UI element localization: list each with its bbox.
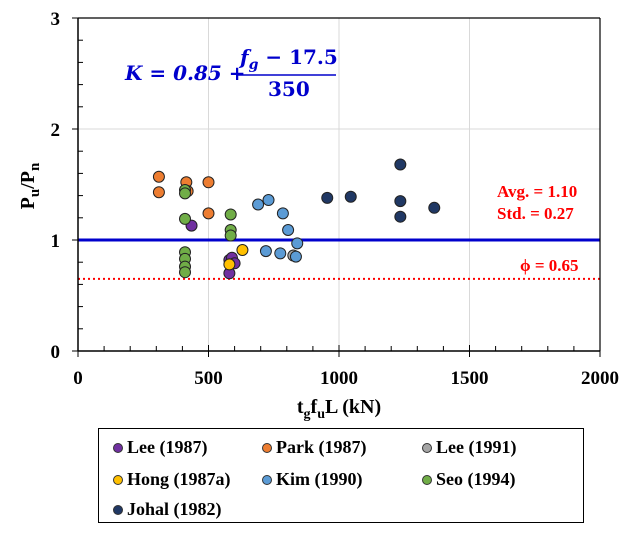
y-tick-label: 3 xyxy=(51,9,61,30)
point-johal-1982 xyxy=(321,191,334,204)
legend-item: Kim (1990) xyxy=(262,469,362,490)
point-park-1987 xyxy=(152,186,165,199)
legend-marker-icon xyxy=(113,442,123,453)
legend-label: Hong (1987a) xyxy=(127,469,231,489)
legend-marker-icon xyxy=(422,442,432,453)
point-kim-1990 xyxy=(252,198,265,211)
legend-marker-icon xyxy=(262,442,272,453)
x-tick-label: 1500 xyxy=(451,368,489,389)
legend-marker-icon xyxy=(262,474,272,485)
legend-item: Lee (1991) xyxy=(422,437,516,458)
point-kim-1990 xyxy=(276,207,289,220)
legend-label: Lee (1987) xyxy=(127,437,208,457)
axes xyxy=(77,17,601,352)
legend: Lee (1987) Park (1987) Lee (1991) Hong (198… xyxy=(98,428,584,523)
legend-label: Johal (1982) xyxy=(127,499,222,519)
point-seo-1994 xyxy=(224,229,237,242)
point-johal-1982 xyxy=(394,210,407,223)
x-tick-label: 2000 xyxy=(581,368,619,389)
legend-item: Hong (1987a) xyxy=(113,469,231,490)
point-hong-1987a xyxy=(223,258,236,271)
x-tick-label: 1000 xyxy=(320,368,358,389)
point-park-1987 xyxy=(202,207,215,220)
point-hong-1987a xyxy=(236,243,249,256)
formula-numerator: fg − 17.5 xyxy=(238,45,338,73)
point-kim-1990 xyxy=(259,245,272,258)
data-points xyxy=(152,158,441,280)
point-kim-1990 xyxy=(289,250,302,263)
reference-lines xyxy=(78,238,600,280)
point-johal-1982 xyxy=(394,195,407,208)
point-seo-1994 xyxy=(179,187,192,200)
point-seo-1994 xyxy=(179,212,192,225)
legend-marker-icon xyxy=(113,474,123,485)
std-annotation: Std. = 0.27 xyxy=(497,204,574,223)
legend-marker-icon xyxy=(113,504,123,515)
legend-label: Park (1987) xyxy=(276,437,367,457)
x-axis-title: tgfuL (kN) xyxy=(297,396,381,422)
legend-marker-icon xyxy=(422,474,432,485)
point-johal-1982 xyxy=(344,190,357,203)
point-johal-1982 xyxy=(394,158,407,171)
point-seo-1994 xyxy=(224,208,237,221)
legend-item: Lee (1987) xyxy=(113,437,207,458)
legend-item: Johal (1982) xyxy=(113,499,222,520)
legend-label: Lee (1991) xyxy=(436,437,517,457)
point-seo-1994 xyxy=(179,266,192,279)
y-tick-label: 0 xyxy=(51,342,61,363)
y-tick-label: 1 xyxy=(51,231,61,252)
point-kim-1990 xyxy=(274,247,287,260)
x-tick-label: 500 xyxy=(194,368,223,389)
phi-annotation: ϕ = 0.65 xyxy=(520,256,579,275)
scatter-chart: 0 500 1000 1500 2000 0 1 2 3 K = 0.85 + fg − 17.… xyxy=(17,9,620,422)
point-johal-1982 xyxy=(428,201,441,214)
point-kim-1990 xyxy=(291,237,304,250)
legend-item: Park (1987) xyxy=(262,437,366,458)
point-park-1987 xyxy=(202,176,215,189)
x-tick-label: 0 xyxy=(73,368,83,389)
avg-annotation: Avg. = 1.10 xyxy=(497,182,577,201)
formula-lhs: K = 0.85 + xyxy=(124,61,246,85)
point-park-1987 xyxy=(152,170,165,183)
legend-item: Seo (1994) xyxy=(422,469,516,490)
formula-annotation: K = 0.85 + fg − 17.5 350 xyxy=(124,45,338,101)
formula-denominator: 350 xyxy=(268,77,310,101)
y-tick-label: 2 xyxy=(51,120,61,141)
y-axis-title: Pu/Pn xyxy=(17,162,43,209)
tick-labels: 0 500 1000 1500 2000 0 1 2 3 xyxy=(51,9,620,389)
legend-label: Kim (1990) xyxy=(276,469,363,489)
point-kim-1990 xyxy=(282,224,295,237)
point-kim-1990 xyxy=(262,194,275,207)
legend-label: Seo (1994) xyxy=(436,469,516,489)
